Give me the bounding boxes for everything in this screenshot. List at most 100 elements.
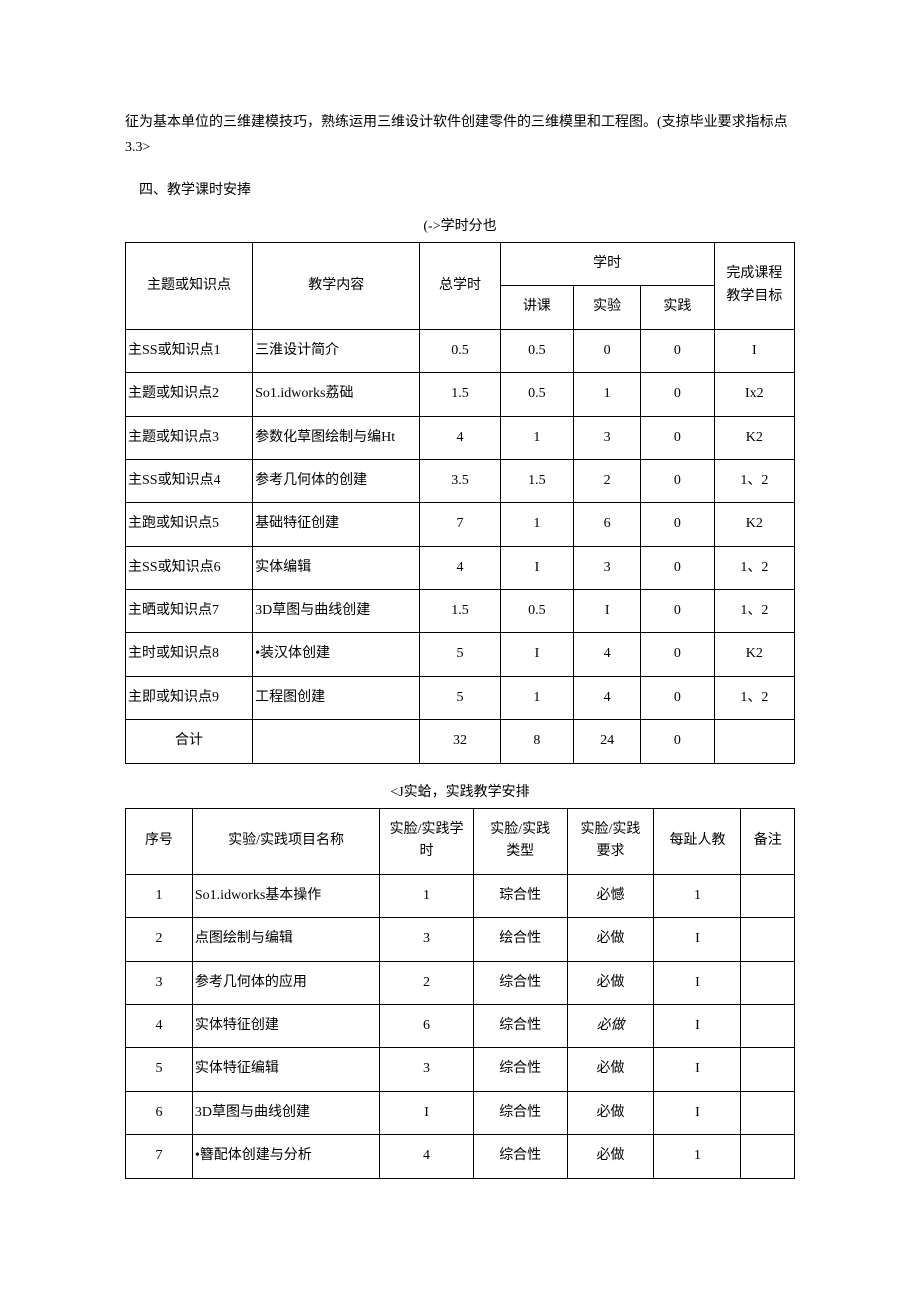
th-r-a: 实脸/实践 [581, 822, 641, 837]
cell-goal: I [714, 329, 794, 372]
cell-content: 工程图创建 [253, 676, 420, 719]
cell-name: 实体特征编辑 [192, 1048, 379, 1091]
cell-type: 绘合性 [473, 918, 567, 961]
th-goal-bot: 教学目标 [726, 289, 782, 304]
th-total: 总学时 [420, 242, 500, 329]
th-practice: 实践 [641, 286, 715, 329]
cell-hours: 1 [380, 874, 474, 917]
cell-practice: 0 [641, 416, 715, 459]
th-h-b: 时 [420, 844, 434, 859]
cell-exp: 1 [574, 373, 641, 416]
cell-req: 必做 [567, 1048, 654, 1091]
cell-remark [741, 1048, 795, 1091]
cell-remark [741, 1004, 795, 1047]
cell-exp: 3 [574, 546, 641, 589]
cell-sum-exp: 24 [574, 720, 641, 763]
table-row: 63D草图与曲线创建I综合性必做I [126, 1091, 795, 1134]
cell-hours: 4 [380, 1135, 474, 1178]
cell-type: 综合性 [473, 1135, 567, 1178]
cell-practice: 0 [641, 459, 715, 502]
table-row: 1So1.idworks基本操作1琮合性必憾1 [126, 874, 795, 917]
table-row: 主SS或知识点1三淮设计简介0.50.500I [126, 329, 795, 372]
cell-goal: 1、2 [714, 590, 794, 633]
table-row: 主晒或知识点73D草图与曲线创建1.50.5I01、2 [126, 590, 795, 633]
cell-goal: 1、2 [714, 546, 794, 589]
cell-type: 综合性 [473, 961, 567, 1004]
cell-type: 琮合性 [473, 874, 567, 917]
cell-lecture: 0.5 [500, 329, 574, 372]
th-type: 实脸/实践 类型 [473, 809, 567, 875]
cell-content: 实体编辑 [253, 546, 420, 589]
cell-total: 5 [420, 676, 500, 719]
th-t-a: 实脸/实践 [490, 822, 550, 837]
cell-topic: 主跑或知识点5 [126, 503, 253, 546]
cell-name: 实体特征创建 [192, 1004, 379, 1047]
cell-practice: 0 [641, 503, 715, 546]
cell-practice: 0 [641, 590, 715, 633]
cell-topic: 主SS或知识点6 [126, 546, 253, 589]
cell-goal: Ix2 [714, 373, 794, 416]
cell-remark [741, 1135, 795, 1178]
cell-lecture: 1.5 [500, 459, 574, 502]
table-row: 主题或知识点2So1.idworks荔础1.50.510Ix2 [126, 373, 795, 416]
cell-content: 参考几何体的创建 [253, 459, 420, 502]
cell-content: So1.idworks荔础 [253, 373, 420, 416]
cell-req: 必做 [567, 961, 654, 1004]
cell-total: 3.5 [420, 459, 500, 502]
cell-content: 参数化草图绘制与编Ht [253, 416, 420, 459]
th-seq: 序号 [126, 809, 193, 875]
cell-exp: I [574, 590, 641, 633]
table-row: 主时或知识点8•装汉体创建5I40K2 [126, 633, 795, 676]
table1-caption: (->学时分也 [125, 216, 795, 238]
cell-remark [741, 1091, 795, 1134]
th-lecture: 讲课 [500, 286, 574, 329]
cell-seq: 3 [126, 961, 193, 1004]
table-row: 2点图绘制与编辑3绘合性必做I [126, 918, 795, 961]
th-topic: 主题或知识点 [126, 242, 253, 329]
cell-seq: 6 [126, 1091, 193, 1134]
cell-exp: 6 [574, 503, 641, 546]
cell-total: 5 [420, 633, 500, 676]
cell-content: 3D草图与曲线创建 [253, 590, 420, 633]
th-persons: 每趾人教 [654, 809, 741, 875]
intro-paragraph: 征为基本单位的三维建模技巧，熟练运用三维设计软件创建零件的三维模里和工程图。(支… [125, 110, 795, 160]
cell-hours: 3 [380, 918, 474, 961]
cell-hours: 6 [380, 1004, 474, 1047]
cell-persons: I [654, 1048, 741, 1091]
th-exp: 实验 [574, 286, 641, 329]
th-goal: 完成课程 教学目标 [714, 242, 794, 329]
cell-topic: 主即或知识点9 [126, 676, 253, 719]
cell-req: 必做 [567, 1091, 654, 1134]
th-content: 教学内容 [253, 242, 420, 329]
cell-lecture: 1 [500, 676, 574, 719]
cell-req: 必做 [567, 1135, 654, 1178]
cell-exp: 2 [574, 459, 641, 502]
th-name: 实验/实践项目名称 [192, 809, 379, 875]
cell-hours: 2 [380, 961, 474, 1004]
cell-persons: 1 [654, 874, 741, 917]
cell-goal: 1、2 [714, 459, 794, 502]
cell-goal: 1、2 [714, 676, 794, 719]
cell-total: 4 [420, 416, 500, 459]
cell-topic: 主SS或知识点4 [126, 459, 253, 502]
cell-type: 综合性 [473, 1091, 567, 1134]
cell-topic: 主题或知识点3 [126, 416, 253, 459]
cell-topic: 主SS或知识点1 [126, 329, 253, 372]
cell-sum-goal [714, 720, 794, 763]
cell-seq: 7 [126, 1135, 193, 1178]
th-hours: 实脸/实践学 时 [380, 809, 474, 875]
cell-lecture: I [500, 546, 574, 589]
table-header-row: 序号 实验/实践项目名称 实脸/实践学 时 实脸/实践 类型 实脸/实践 要求 … [126, 809, 795, 875]
cell-persons: 1 [654, 1135, 741, 1178]
cell-lecture: 1 [500, 416, 574, 459]
cell-practice: 0 [641, 633, 715, 676]
th-r-b: 要求 [597, 844, 625, 859]
cell-remark [741, 918, 795, 961]
cell-name: •簪配体创建与分析 [192, 1135, 379, 1178]
cell-type: 综合性 [473, 1004, 567, 1047]
cell-seq: 4 [126, 1004, 193, 1047]
cell-exp: 3 [574, 416, 641, 459]
cell-name: So1.idworks基本操作 [192, 874, 379, 917]
cell-seq: 5 [126, 1048, 193, 1091]
table-total-row: 合计328240 [126, 720, 795, 763]
